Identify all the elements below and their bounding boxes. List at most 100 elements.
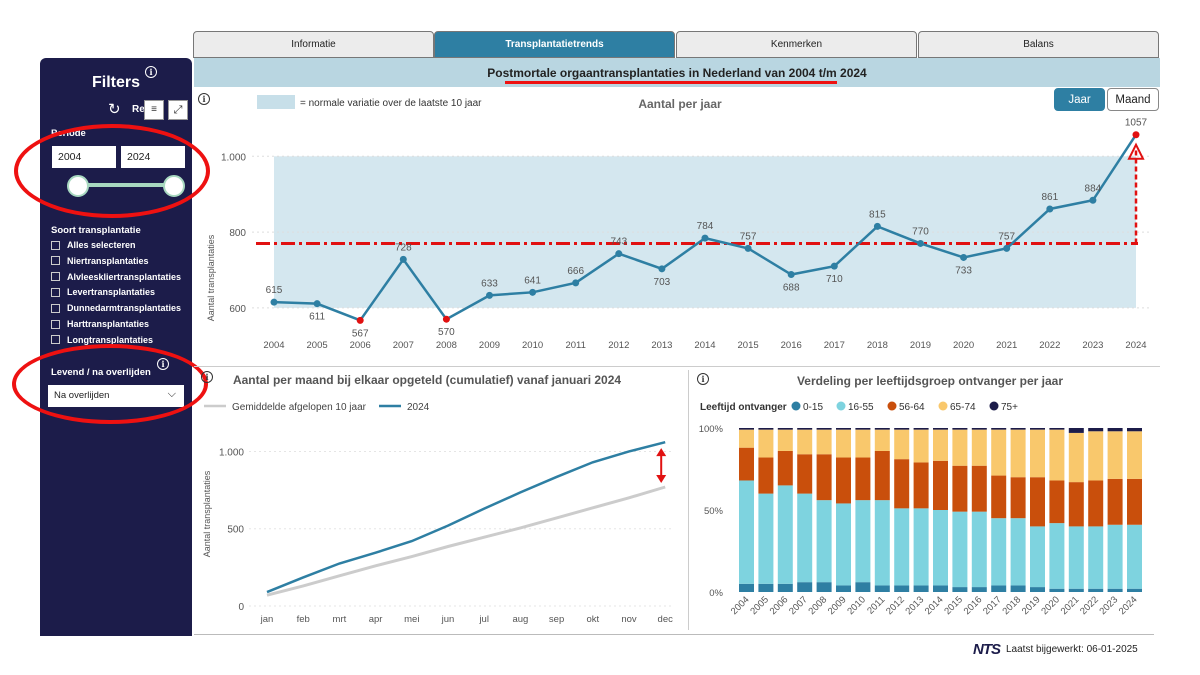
bar-segment	[836, 457, 851, 504]
x-tick-label: 2008	[806, 594, 829, 617]
checkbox[interactable]	[51, 256, 60, 266]
checkbox[interactable]	[51, 287, 60, 297]
checkbox[interactable]	[51, 303, 60, 313]
data-label: 633	[481, 278, 498, 289]
data-label: 567	[352, 328, 369, 339]
bar-segment	[777, 428, 793, 430]
soort-checkbox-item[interactable]: Longtransplantaties	[51, 335, 153, 345]
data-point	[787, 271, 795, 279]
maand-button[interactable]: Maand	[1107, 88, 1159, 111]
jaar-button[interactable]: Jaar	[1054, 88, 1105, 111]
legend-swatch	[791, 401, 801, 411]
soort-checkbox-item[interactable]: Alles selecteren	[51, 240, 136, 250]
data-label: 861	[1041, 192, 1058, 203]
last-updated: Laatst bijgewerkt: 06-01-2025	[1006, 644, 1138, 655]
data-point	[960, 253, 968, 261]
bar-segment	[874, 500, 890, 586]
bar-segment	[971, 429, 987, 466]
legend-label: 0-15	[803, 402, 823, 413]
reset-icon[interactable]: ↻	[108, 101, 121, 118]
data-point	[313, 300, 321, 308]
bar-segment	[933, 585, 948, 592]
x-tick-label: feb	[297, 614, 310, 625]
bar-segment	[894, 459, 910, 509]
bar-segment	[913, 462, 929, 509]
checkbox[interactable]	[51, 240, 60, 250]
bar-segment	[1107, 428, 1123, 432]
y-tick-label: 50%	[704, 506, 724, 517]
legend-swatch	[989, 401, 999, 411]
bar-segment	[1127, 431, 1142, 479]
data-point	[701, 234, 709, 242]
tab-balans[interactable]: Balans	[918, 31, 1159, 58]
x-tick-label: 2020	[953, 340, 974, 351]
x-tick-label: apr	[369, 614, 383, 625]
bar-segment	[855, 457, 871, 501]
data-point	[1046, 205, 1054, 213]
filters-title: Filters	[91, 74, 140, 91]
soort-checkbox-item[interactable]: Harttransplantaties	[51, 319, 149, 329]
reset-label[interactable]: Re	[132, 104, 145, 115]
bar-segment	[874, 585, 890, 592]
expand-icon[interactable]: ⤢	[168, 100, 188, 120]
bar-segment	[1010, 428, 1026, 430]
bar-segment	[952, 587, 968, 592]
filter-icon[interactable]: ≡	[144, 100, 164, 120]
series-line-0	[266, 485, 666, 597]
chart3-info-icon[interactable]: i	[697, 373, 709, 385]
bar-segment	[933, 428, 948, 430]
soort-checkbox-item[interactable]: Alvleesklier­transplantaties	[51, 272, 181, 282]
bar-segment	[1107, 431, 1123, 479]
y-tick-label: 500	[227, 525, 244, 536]
bar-segment	[1049, 480, 1065, 524]
arrow-head-up	[656, 448, 667, 457]
tab-kenmerken[interactable]: Kenmerken	[676, 31, 917, 58]
checkbox[interactable]	[51, 319, 60, 329]
x-tick-label: 2014	[923, 594, 946, 617]
bar-segment	[836, 503, 851, 586]
bar-segment	[991, 585, 1007, 592]
bar-segment	[1049, 429, 1065, 481]
legend-label-avg: Gemiddelde afgelopen 10 jaar	[232, 402, 367, 413]
bar-segment	[952, 465, 968, 512]
checkbox[interactable]	[51, 272, 60, 282]
bar-segment	[991, 429, 1007, 476]
bar-segment	[739, 428, 754, 430]
title-underline	[505, 81, 837, 84]
soort-checkbox-item[interactable]: Levertransplantaties	[51, 287, 155, 297]
chart2-ylabel: Aantal transplantaties	[202, 470, 212, 557]
tab-transplantatietrends[interactable]: Transplantatietrends	[434, 31, 675, 58]
x-tick-label: mei	[404, 614, 419, 625]
soort-checkbox-item[interactable]: Dunnedarmtransplantaties	[51, 303, 181, 313]
checkbox-label: Alles selecteren	[67, 240, 136, 250]
tab-informatie[interactable]: Informatie	[193, 31, 434, 58]
arrow-head-down	[656, 475, 667, 483]
bar-segment	[952, 428, 968, 430]
bar-segment	[1030, 477, 1045, 527]
soort-checkbox-item[interactable]: Niertransplantaties	[51, 256, 149, 266]
bar-segment	[913, 429, 929, 463]
data-point	[917, 239, 924, 247]
bar-segment	[836, 429, 851, 458]
bar-segment	[971, 428, 987, 430]
chart1-info-icon[interactable]: i	[198, 93, 210, 105]
y-tick-label: 1.000	[221, 152, 246, 163]
legend-label-2024: 2024	[407, 402, 430, 413]
chart3-legend-title: Leeftijd ontvanger	[700, 402, 787, 413]
data-label: 615	[266, 285, 283, 296]
data-point	[572, 279, 580, 287]
data-label: 728	[395, 242, 412, 253]
x-tick-label: 2007	[393, 340, 414, 351]
y-tick-label: 600	[229, 304, 246, 315]
filters-info-icon[interactable]: i	[145, 66, 157, 78]
checkbox[interactable]	[51, 335, 60, 345]
bar-segment	[1068, 428, 1084, 433]
bar-segment	[971, 587, 987, 592]
data-label: 815	[869, 209, 886, 220]
data-label: 733	[955, 265, 972, 276]
bar-segment	[739, 429, 754, 448]
chart2-info-icon[interactable]: i	[201, 371, 213, 383]
arrow-head	[1127, 142, 1145, 160]
bar-segment	[991, 475, 1007, 519]
x-tick-label: 2009	[826, 594, 849, 617]
